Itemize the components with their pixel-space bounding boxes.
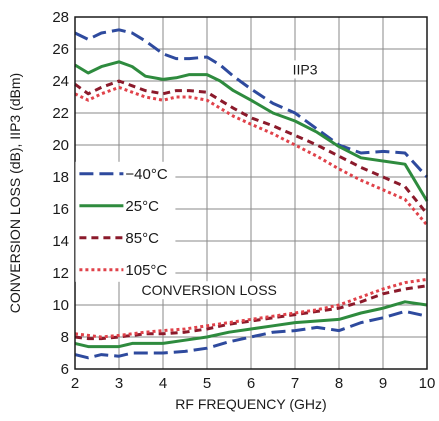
y-tick-label: 18 [52, 169, 69, 186]
y-tick-label: 12 [52, 265, 69, 282]
legend-label: 105°C [125, 262, 167, 279]
y-tick-label: 26 [52, 41, 69, 58]
annotation-label: CONVERSION LOSS [142, 282, 277, 298]
annotation-label: IIP3 [293, 61, 318, 77]
y-tick-label: 16 [52, 201, 69, 218]
series-line-conversion-loss-6 [74, 284, 428, 341]
y-tick-label: 6 [61, 361, 69, 378]
x-tick-label: 8 [335, 375, 343, 392]
annotations: IIP3 CONVERSION LOSS [124, 60, 329, 300]
y-tick-label: 22 [52, 105, 69, 122]
x-tick-label: 3 [115, 375, 123, 392]
x-tick-label: 10 [419, 375, 436, 392]
series-line-conversion-loss-4 [74, 309, 428, 360]
y-tick-label: 14 [52, 233, 69, 250]
legend: −40°C 25°C 85°C 105°C [75, 161, 176, 282]
series-line-iip3-0 [74, 28, 429, 179]
x-tick-label: 9 [379, 375, 387, 392]
x-tick-label: 7 [291, 375, 299, 392]
plot-border [74, 16, 428, 370]
x-axis-label: RF FREQUENCY (GHz) [175, 396, 326, 412]
series-line-iip3-1 [74, 60, 429, 202]
y-tick-label: 10 [52, 297, 69, 314]
x-tick-label: 4 [159, 375, 167, 392]
annotation-background [124, 281, 295, 300]
series-line-iip3-2 [74, 79, 429, 215]
y-tick-labels: 6 8 10 12 14 16 18 20 22 24 26 28 [52, 9, 69, 378]
y-tick-label: 24 [52, 73, 69, 90]
x-tick-labels: 2 3 4 5 6 7 8 9 10 [71, 375, 436, 392]
legend-label: 85°C [125, 230, 159, 247]
legend-label: −40°C [125, 166, 167, 183]
x-tick-label: 5 [203, 375, 211, 392]
y-axis-label: CONVERSION LOSS (dB), IIP3 (dBm) [7, 73, 23, 313]
legend-label: 25°C [125, 198, 159, 215]
legend-background [75, 161, 176, 282]
x-tick-label: 6 [247, 375, 255, 392]
plot-frame [74, 16, 428, 370]
series-line-conversion-loss-5 [74, 300, 428, 349]
annotation-background [282, 60, 329, 79]
x-tick-label: 2 [71, 375, 79, 392]
y-tick-label: 28 [52, 9, 69, 26]
series-lines [74, 28, 429, 360]
y-tick-label: 8 [61, 329, 69, 346]
series-line-conversion-loss-7 [74, 277, 428, 339]
y-tick-label: 20 [52, 137, 69, 154]
